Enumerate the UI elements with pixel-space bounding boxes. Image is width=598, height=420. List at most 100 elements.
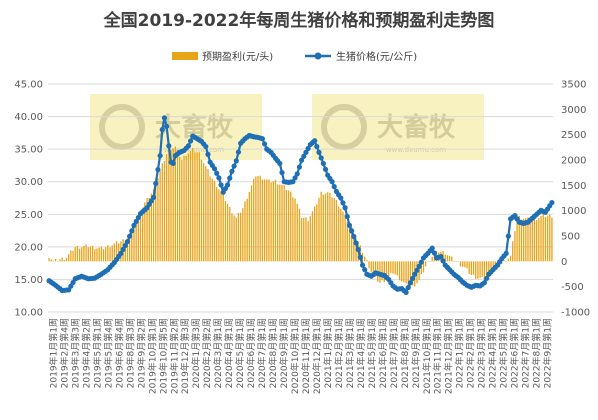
profit-bar bbox=[250, 185, 253, 262]
x-tick-label: 2022年6月第1周 bbox=[509, 318, 521, 388]
price-point bbox=[214, 170, 220, 176]
profit-bar bbox=[305, 217, 307, 262]
profit-bar bbox=[222, 193, 224, 262]
profit-bar bbox=[137, 215, 139, 262]
profit-bar bbox=[96, 248, 98, 262]
price-point bbox=[277, 160, 283, 167]
y-axis-left: 10.00 15.00 20.00 25.00 30.00 35.00 40.00 45.00 bbox=[14, 80, 43, 319]
profit-bar bbox=[235, 217, 237, 262]
profit-bar bbox=[68, 254, 70, 262]
profit-bar bbox=[385, 261, 388, 280]
profit-bar bbox=[207, 169, 209, 262]
profit-bar bbox=[246, 198, 248, 262]
x-tick-label: 2022年2月第1周 bbox=[465, 318, 477, 388]
profit-bar bbox=[161, 163, 163, 262]
price-point bbox=[185, 143, 191, 149]
profit-bar bbox=[192, 148, 194, 262]
price-line bbox=[46, 115, 555, 296]
profit-bar bbox=[157, 178, 159, 262]
profit-bar bbox=[111, 245, 113, 262]
price-point bbox=[159, 127, 165, 133]
price-point bbox=[261, 141, 268, 147]
legend-swatch-price-dot bbox=[314, 52, 322, 60]
y-right-tick-label: 2500 bbox=[561, 130, 586, 141]
profit-bar bbox=[83, 245, 85, 262]
x-tick-label: 2020年10月第1周 bbox=[289, 318, 301, 394]
profit-bar bbox=[131, 228, 133, 262]
profit-bar bbox=[546, 215, 549, 262]
price-point bbox=[218, 182, 224, 188]
y-left-tick-label: 10.00 bbox=[14, 308, 43, 319]
price-point bbox=[349, 228, 355, 234]
profit-bar bbox=[372, 261, 375, 276]
price-point bbox=[429, 245, 435, 251]
profit-bar bbox=[503, 260, 505, 262]
profit-bar bbox=[61, 257, 63, 262]
profit-bar bbox=[292, 197, 294, 262]
x-tick-label: 2019年5月第4周 bbox=[102, 318, 114, 388]
y-left-tick-label: 35.00 bbox=[14, 145, 43, 156]
profit-bar bbox=[342, 211, 344, 262]
price-point bbox=[203, 143, 209, 150]
profit-bar bbox=[429, 261, 431, 262]
price-point bbox=[229, 168, 235, 174]
profit-bar bbox=[337, 206, 340, 262]
price-point bbox=[344, 213, 350, 220]
x-tick-label: 2021年7月第1周 bbox=[388, 318, 400, 388]
profit-bar bbox=[448, 255, 451, 262]
profit-bar bbox=[155, 185, 157, 262]
price-point bbox=[233, 158, 239, 164]
profit-bar bbox=[427, 261, 429, 262]
profit-bar bbox=[257, 176, 259, 262]
price-point bbox=[418, 259, 424, 265]
profit-bar bbox=[196, 152, 198, 262]
profit-bar bbox=[50, 259, 52, 262]
price-point bbox=[305, 145, 311, 152]
price-point bbox=[166, 143, 172, 149]
x-tick-label: 2020年11月第1周 bbox=[300, 318, 312, 394]
price-point bbox=[129, 228, 135, 234]
profit-bar bbox=[366, 260, 368, 262]
profit-bar bbox=[516, 216, 518, 262]
profit-bar bbox=[531, 219, 533, 262]
price-point bbox=[205, 151, 211, 157]
profit-bar bbox=[65, 257, 68, 262]
profit-bar bbox=[453, 261, 455, 262]
profit-bar bbox=[322, 194, 325, 262]
profit-bar bbox=[135, 221, 137, 262]
x-tick-label: 2020年5月第1周 bbox=[234, 318, 246, 388]
profit-bar bbox=[398, 261, 401, 281]
price-point bbox=[303, 149, 309, 155]
profit-bar bbox=[255, 176, 257, 262]
profit-bar bbox=[174, 146, 176, 262]
profit-bar bbox=[374, 261, 377, 277]
profit-bar bbox=[266, 179, 268, 262]
profit-bar bbox=[72, 250, 74, 262]
price-point bbox=[329, 179, 335, 185]
price-point bbox=[164, 123, 170, 129]
profit-bar bbox=[472, 261, 475, 275]
profit-bar bbox=[218, 189, 220, 262]
price-point bbox=[440, 258, 446, 264]
profit-bar bbox=[405, 261, 407, 284]
profit-bar bbox=[394, 261, 396, 275]
price-point bbox=[359, 262, 366, 268]
profit-bar bbox=[91, 245, 94, 262]
x-tick-label: 2019年5月第1周 bbox=[91, 318, 103, 388]
price-point bbox=[150, 194, 157, 200]
profit-bar bbox=[176, 149, 179, 262]
profit-bar bbox=[344, 214, 346, 262]
profit-bar bbox=[544, 216, 547, 262]
watermark-url: www.dxumu.com bbox=[164, 146, 224, 154]
profit-bar bbox=[333, 198, 335, 262]
profit-bar bbox=[128, 233, 131, 262]
price-point bbox=[124, 239, 131, 245]
profit-bar bbox=[329, 192, 331, 262]
profit-bar bbox=[307, 221, 309, 262]
profit-bar bbox=[477, 261, 479, 279]
profit-bar bbox=[457, 261, 459, 262]
profit-bar bbox=[281, 184, 283, 262]
price-point bbox=[118, 250, 124, 256]
price-point bbox=[301, 153, 307, 159]
profit-bar bbox=[224, 200, 227, 262]
